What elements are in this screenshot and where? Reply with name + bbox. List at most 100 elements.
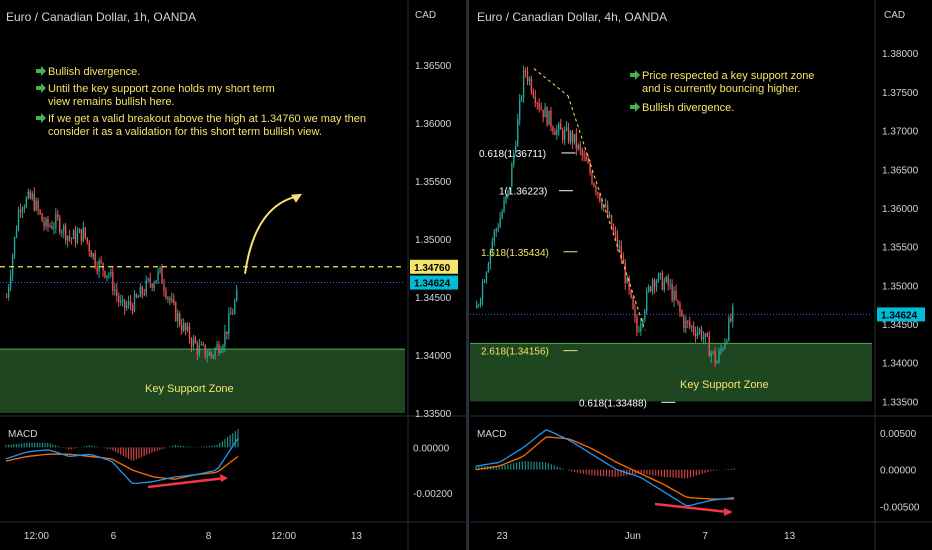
right-candle	[481, 282, 484, 300]
left-candle	[55, 214, 57, 228]
right-candle	[556, 129, 558, 135]
left-candle	[82, 227, 85, 242]
right-x-tick-label: 13	[784, 531, 796, 542]
left-candle	[86, 237, 88, 243]
left-candle	[188, 326, 191, 340]
left-x-tick-label: 13	[351, 531, 363, 542]
right-candle	[526, 72, 529, 82]
left-candle	[106, 275, 108, 278]
right-notes: Price respected a key support zone and i…	[630, 70, 814, 114]
right-candle	[675, 290, 677, 301]
left-candle	[141, 286, 144, 294]
left-chart-title: Euro / Canadian Dollar, 1h, OANDA	[6, 10, 196, 24]
right-candle	[640, 324, 642, 332]
left-candle	[59, 217, 61, 233]
left-candle	[165, 290, 167, 298]
right-note-3: Bullish divergence.	[642, 102, 734, 114]
right-candle	[542, 109, 544, 118]
right-candle	[589, 163, 591, 174]
right-candle	[548, 110, 550, 125]
right-macd-tick-label: 0.00500	[880, 429, 917, 440]
right-candle	[651, 279, 654, 292]
left-candle	[131, 305, 134, 312]
right-support-zone	[470, 343, 872, 402]
left-candle	[216, 344, 218, 349]
right-candle	[677, 300, 679, 304]
right-candle	[683, 316, 685, 329]
left-chart-panel[interactable]: 1.36500 1.36000 1.35500 1.35000 1.34500 1.340…	[0, 0, 465, 550]
left-candle	[149, 278, 151, 285]
right-candle	[698, 329, 701, 332]
right-y-tick-label: 1.36500	[882, 165, 919, 176]
right-current-price-tag-label: 1.34624	[881, 310, 918, 321]
right-candle	[509, 186, 511, 191]
right-candle	[560, 123, 562, 130]
right-candle	[689, 322, 691, 327]
left-candle	[182, 323, 185, 331]
right-candle	[585, 156, 587, 162]
right-candle	[648, 286, 650, 291]
right-candle	[732, 306, 734, 322]
left-candle	[179, 313, 181, 325]
left-candle	[125, 305, 128, 309]
right-candle	[571, 132, 574, 143]
right-candle	[517, 119, 519, 147]
right-candle	[563, 129, 566, 140]
left-candle	[194, 338, 197, 344]
left-candle	[161, 266, 163, 284]
arrow-right-icon	[36, 113, 46, 123]
left-candle	[29, 191, 31, 199]
left-candle	[100, 260, 102, 263]
right-chart-panel[interactable]: 1.38000 1.37500 1.37000 1.36500 1.36000 1.355…	[470, 0, 932, 550]
left-candle	[6, 296, 8, 298]
left-candle	[139, 286, 142, 297]
left-candle	[232, 312, 234, 315]
left-candle	[17, 210, 20, 231]
right-candle	[710, 352, 712, 357]
right-candle	[716, 361, 718, 364]
right-candle	[718, 351, 720, 362]
right-candle	[720, 349, 722, 352]
right-candle	[479, 299, 482, 305]
left-candle	[80, 229, 83, 242]
left-candle	[39, 209, 41, 214]
left-candle	[98, 260, 100, 272]
right-candle	[520, 96, 523, 100]
left-candle	[234, 300, 236, 313]
right-candle	[587, 161, 589, 164]
left-candle	[184, 323, 187, 331]
right-candle	[534, 96, 537, 103]
right-candle	[642, 319, 644, 325]
right-candle	[499, 217, 501, 228]
left-candle	[180, 324, 183, 331]
left-resistance-tag	[410, 259, 458, 274]
right-candle	[679, 303, 681, 312]
left-candle	[122, 299, 124, 301]
left-candle	[157, 271, 159, 281]
left-candle	[163, 283, 165, 291]
left-candle	[202, 344, 204, 346]
left-candle	[145, 279, 147, 294]
right-candle	[507, 190, 509, 197]
left-candle	[230, 313, 232, 315]
left-note-4: If we get a valid breakout above the hig…	[48, 113, 366, 125]
left-candle	[25, 198, 28, 208]
left-candle	[153, 283, 155, 289]
left-candle	[175, 302, 177, 322]
right-candle	[575, 133, 578, 149]
left-candle	[88, 242, 90, 252]
left-candle	[13, 237, 16, 256]
right-current-price-tag	[877, 307, 925, 322]
left-candle	[78, 229, 81, 234]
right-candle	[612, 228, 615, 232]
right-candle	[663, 281, 666, 290]
right-candle	[618, 246, 621, 248]
left-candle	[116, 289, 118, 296]
right-candle	[577, 144, 580, 149]
left-note-5: consider it as a validation for this sho…	[48, 126, 322, 138]
divergence-line	[654, 502, 729, 514]
fib-extension-line	[567, 95, 646, 331]
right-candle	[616, 234, 619, 248]
left-candle	[120, 300, 122, 302]
